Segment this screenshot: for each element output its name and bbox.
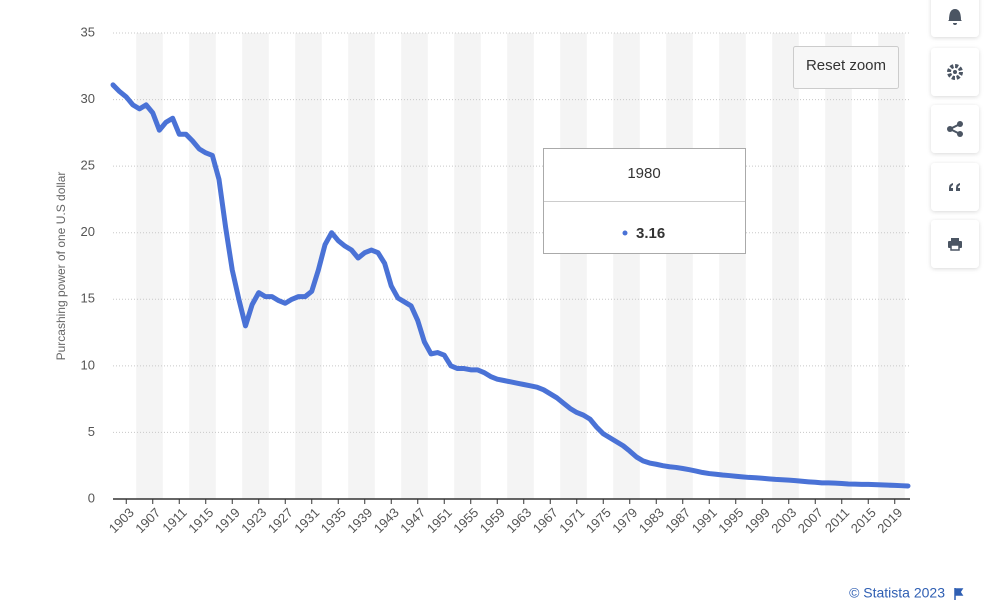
x-tick-label: 1987 xyxy=(662,505,693,536)
x-tick-label: 1931 xyxy=(291,505,322,536)
x-tick-label: 1923 xyxy=(238,505,269,536)
y-tick-label: 15 xyxy=(81,291,95,306)
reset-zoom-bg[interactable] xyxy=(793,46,899,89)
x-tick-label: 1951 xyxy=(424,505,455,536)
y-tick-label: 5 xyxy=(88,424,95,439)
x-tick-label: 1967 xyxy=(530,505,561,536)
credit[interactable]: © Statista 2023 xyxy=(849,585,945,601)
x-tick-label: 2011 xyxy=(822,505,852,535)
tooltip: 1980 3.16 xyxy=(543,148,746,254)
tooltip-value: 3.16 xyxy=(636,225,665,242)
y-tick-label: 25 xyxy=(81,158,95,173)
x-tick-label: 1911 xyxy=(159,505,189,535)
y-tick-label: 20 xyxy=(81,224,95,239)
settings-button[interactable] xyxy=(931,48,979,96)
x-tick-label: 1999 xyxy=(742,505,773,536)
band xyxy=(189,33,216,499)
band xyxy=(242,33,269,499)
flag-icon xyxy=(954,588,964,600)
band xyxy=(136,33,163,499)
x-tick-label: 1943 xyxy=(371,505,402,536)
x-tick-label: 1915 xyxy=(185,505,216,536)
share-button[interactable] xyxy=(931,105,979,153)
band xyxy=(401,33,428,499)
cite-button[interactable] xyxy=(931,163,979,211)
toolbar xyxy=(931,0,979,268)
x-tick-label: 1947 xyxy=(397,505,428,536)
x-tick-label: 1979 xyxy=(609,505,640,536)
band xyxy=(560,33,587,499)
x-tick-label: 2003 xyxy=(768,505,799,536)
x-tick-label: 2019 xyxy=(874,505,905,536)
x-tick-label: 1983 xyxy=(636,505,667,536)
band xyxy=(772,33,799,499)
x-tick-label: 1959 xyxy=(477,505,508,536)
y-tick-label: 0 xyxy=(88,490,95,505)
x-tick-label: 1919 xyxy=(212,505,243,536)
x-tick-label: 1935 xyxy=(318,505,349,536)
reset-zoom-label[interactable]: Reset zoom xyxy=(806,57,886,74)
band xyxy=(613,33,640,499)
x-tick-label: 1975 xyxy=(583,505,614,536)
notify-button[interactable] xyxy=(931,0,979,37)
x-tick-label: 1927 xyxy=(265,505,296,536)
y-tick-label: 30 xyxy=(81,91,95,106)
tooltip-title: 1980 xyxy=(627,165,660,182)
x-tick-label: 2007 xyxy=(795,505,826,536)
y-axis-title: Purcashing power of one U.S dollar xyxy=(54,172,68,361)
band xyxy=(666,33,693,499)
reset-zoom-button[interactable]: Reset zoom xyxy=(793,46,899,89)
print-button[interactable] xyxy=(931,220,979,268)
x-tick-label: 1971 xyxy=(556,505,587,536)
y-tick-label: 10 xyxy=(81,357,95,372)
band xyxy=(825,33,852,499)
x-tick-label: 1963 xyxy=(503,505,534,536)
y-tick-label: 35 xyxy=(81,24,95,39)
x-tick-label: 1939 xyxy=(344,505,375,536)
x-tick-label: 1995 xyxy=(715,505,746,536)
band xyxy=(507,33,534,499)
tooltip-dot xyxy=(622,230,628,236)
band xyxy=(719,33,746,499)
x-tick-label: 2015 xyxy=(848,505,879,536)
band xyxy=(878,33,905,499)
x-tick-label: 1991 xyxy=(689,505,720,536)
band xyxy=(348,33,375,499)
x-tick-label: 1907 xyxy=(132,505,163,536)
band xyxy=(454,33,481,499)
data-line xyxy=(110,82,911,489)
x-tick-label: 1955 xyxy=(450,505,481,536)
x-tick-label: 1903 xyxy=(106,505,137,536)
